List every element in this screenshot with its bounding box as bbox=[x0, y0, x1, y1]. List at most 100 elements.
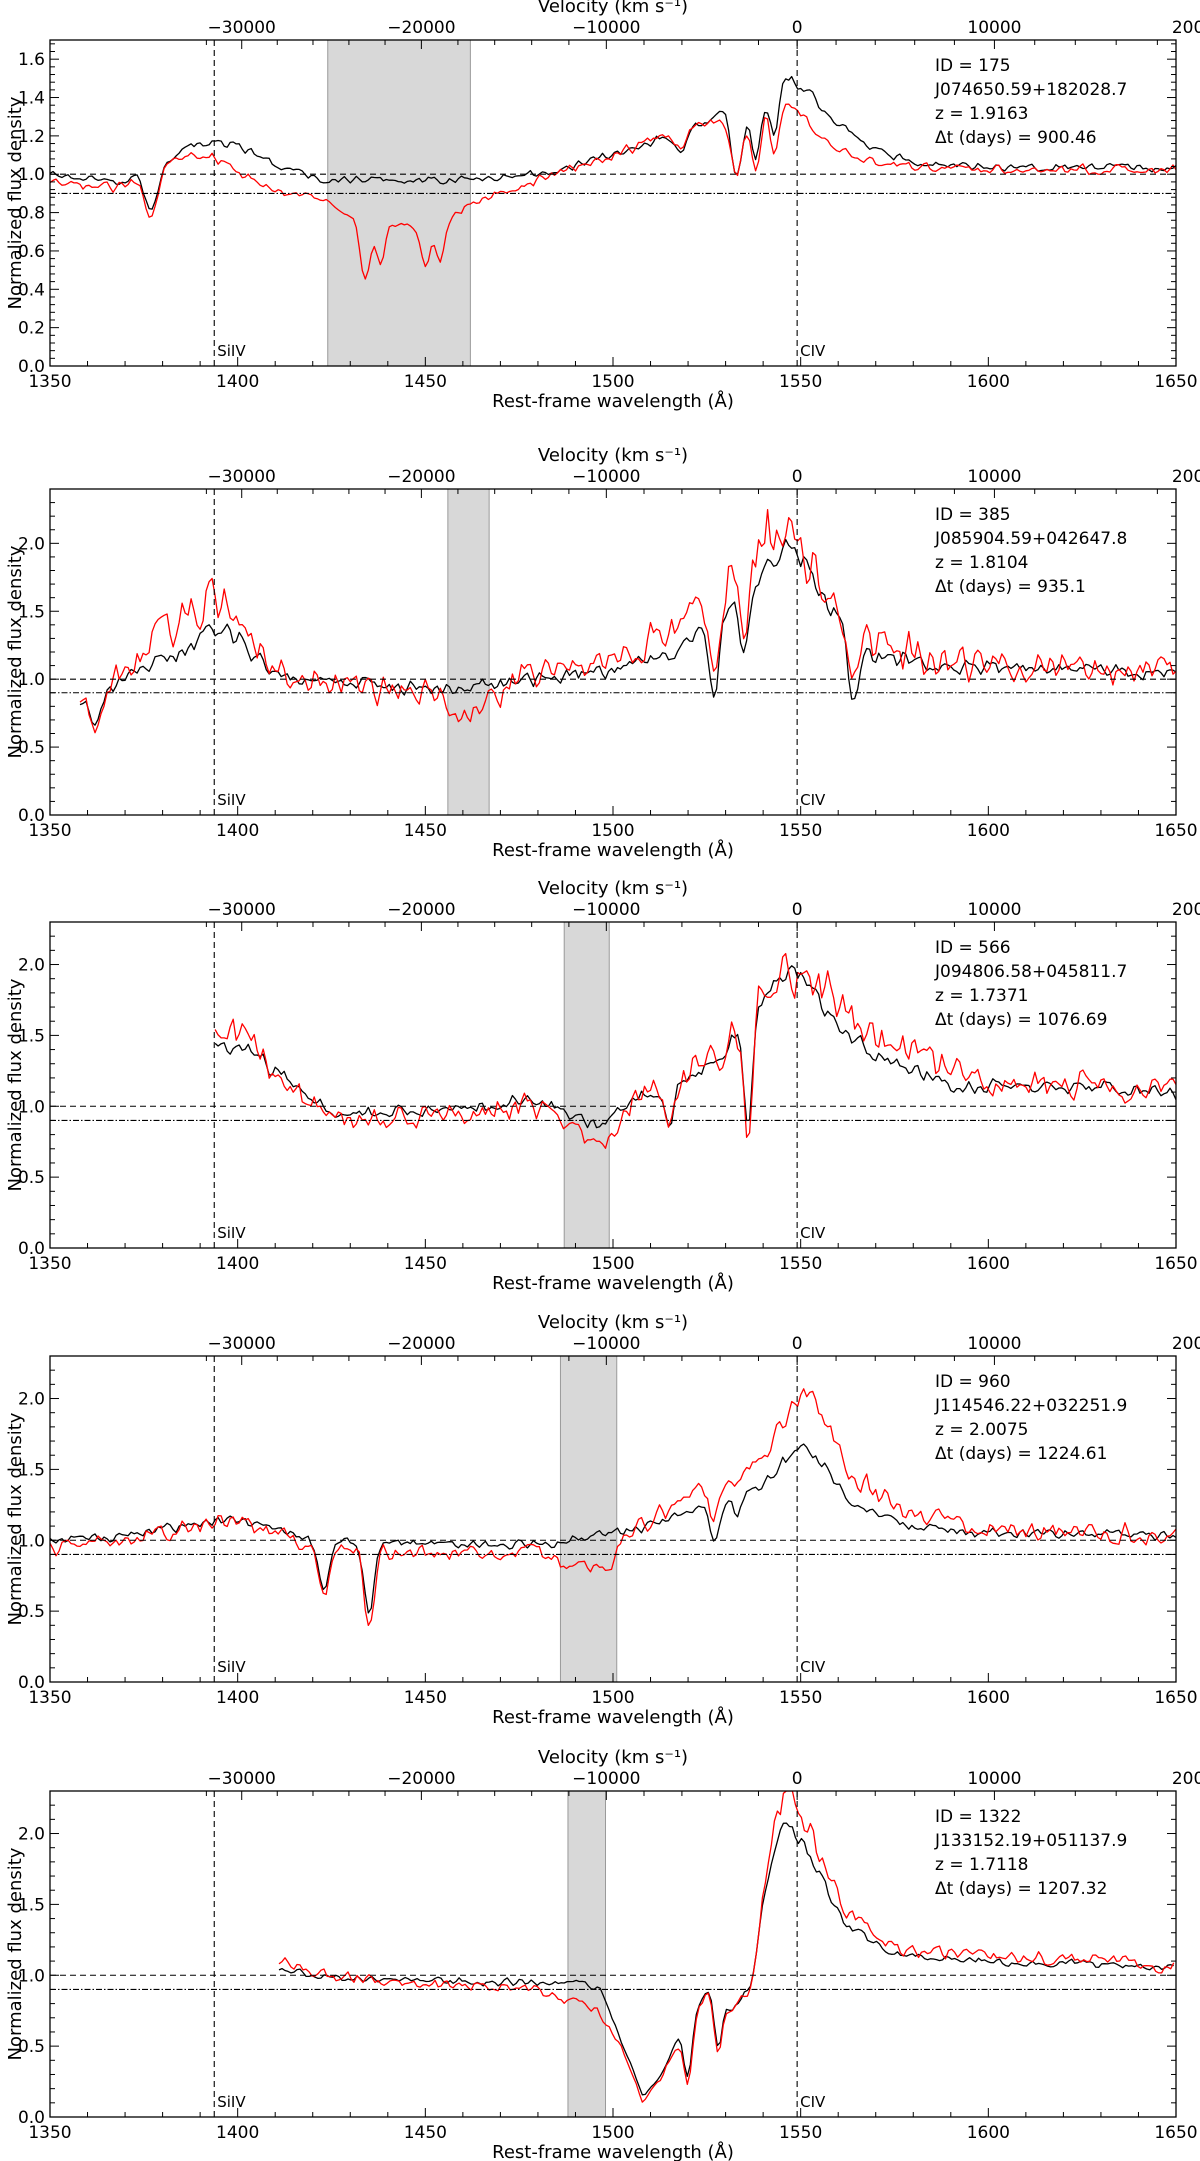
y-tick-label: 2.0 bbox=[18, 1825, 45, 1845]
line-label-civ: CIV bbox=[800, 342, 826, 360]
line-label-siiv: SiIV bbox=[217, 342, 246, 360]
spectrum-panel-1: SiIV CIV 1350 1400 1450 1500 1550 1600 1650 −3000… bbox=[5, 0, 1200, 412]
x-tick-label: 1400 bbox=[216, 1254, 259, 1274]
object-id: ID = 385 bbox=[935, 505, 1011, 525]
v-tick-label: 20000 bbox=[1172, 18, 1200, 38]
shaded-region bbox=[567, 1790, 606, 2118]
y-tick-label: 0.0 bbox=[18, 2108, 45, 2128]
y-tick-label: 1.4 bbox=[18, 89, 45, 109]
x-tick-label: 1450 bbox=[404, 821, 447, 841]
y-tick-label: 0.5 bbox=[18, 1602, 45, 1622]
y-tick-label: 0.5 bbox=[18, 738, 45, 758]
x-tick-label: 1350 bbox=[28, 2123, 71, 2143]
y-axis-title: Normalized flux density bbox=[5, 1412, 26, 1625]
x-tick-label: 1350 bbox=[28, 821, 71, 841]
spectrum-panel-2: SiIV CIV 1350 1400 1450 1500 1550 1600 1650 −3000… bbox=[5, 445, 1200, 861]
y-axis-title: Normalized flux density bbox=[5, 1847, 26, 2060]
x-tick-label: 1550 bbox=[779, 821, 822, 841]
x-tick-label: 1500 bbox=[591, 372, 634, 392]
x-tick-label: 1450 bbox=[404, 1688, 447, 1708]
x-axis-title: Rest-frame wavelength (Å) bbox=[492, 1706, 734, 1728]
redshift: z = 1.9163 bbox=[935, 104, 1028, 124]
time-baseline: Δt (days) = 1224.61 bbox=[935, 1444, 1107, 1464]
v-tick-label: 10000 bbox=[967, 900, 1021, 920]
x-tick-label: 1400 bbox=[216, 372, 259, 392]
y-tick-label: 1.5 bbox=[18, 1460, 45, 1480]
v-tick-label: 10000 bbox=[967, 1334, 1021, 1354]
line-label-civ: CIV bbox=[800, 1224, 826, 1242]
x-tick-label: 1450 bbox=[404, 2123, 447, 2143]
shaded-region bbox=[563, 921, 610, 1249]
v-tick-label: −30000 bbox=[208, 18, 276, 38]
shaded-region bbox=[559, 1355, 618, 1683]
v-tick-label: 10000 bbox=[967, 1769, 1021, 1789]
v-tick-label: −10000 bbox=[572, 467, 640, 487]
x-axis-title: Rest-frame wavelength (Å) bbox=[492, 839, 734, 861]
object-name: J094806.58+045811.7 bbox=[934, 962, 1127, 982]
v-tick-label: 20000 bbox=[1172, 900, 1200, 920]
y-tick-label: 1.5 bbox=[18, 1026, 45, 1046]
object-id: ID = 175 bbox=[935, 56, 1011, 76]
y-tick-label: 1.0 bbox=[18, 165, 45, 185]
shaded-region bbox=[327, 39, 471, 367]
x-axis-title: Rest-frame wavelength (Å) bbox=[492, 1272, 734, 1294]
x-tick-label: 1550 bbox=[779, 2123, 822, 2143]
v-tick-label: −30000 bbox=[208, 1334, 276, 1354]
shaded-region bbox=[447, 488, 490, 816]
spectrum-line-red bbox=[214, 952, 1176, 1149]
x-tick-label: 1650 bbox=[1154, 372, 1197, 392]
y-tick-label: 0.0 bbox=[18, 357, 45, 377]
redshift: z = 1.7371 bbox=[935, 986, 1028, 1006]
x-tick-label: 1400 bbox=[216, 2123, 259, 2143]
redshift: z = 1.8104 bbox=[935, 553, 1028, 573]
v-tick-label: −20000 bbox=[387, 467, 455, 487]
y-tick-label: 0.5 bbox=[18, 2037, 45, 2057]
object-name: J074650.59+182028.7 bbox=[934, 80, 1127, 100]
x-tick-label: 1400 bbox=[216, 1688, 259, 1708]
x-tick-label: 1600 bbox=[967, 2123, 1010, 2143]
v-tick-label: −10000 bbox=[572, 1334, 640, 1354]
spectrum-line-red bbox=[79, 509, 1176, 734]
y-tick-label: 0.4 bbox=[18, 280, 45, 300]
y-tick-label: 1.2 bbox=[18, 127, 45, 147]
y-tick-label: 0.0 bbox=[18, 1673, 45, 1693]
velocity-axis-title: Velocity (km s⁻¹) bbox=[538, 1747, 688, 1768]
v-tick-label: −20000 bbox=[387, 1769, 455, 1789]
x-tick-label: 1350 bbox=[28, 1254, 71, 1274]
spectra bbox=[50, 1388, 1176, 1627]
velocity-axis-title: Velocity (km s⁻¹) bbox=[538, 878, 688, 899]
x-tick-label: 1650 bbox=[1154, 2123, 1197, 2143]
spectra bbox=[50, 75, 1176, 280]
x-tick-label: 1650 bbox=[1154, 1688, 1197, 1708]
x-tick-label: 1650 bbox=[1154, 1254, 1197, 1274]
v-tick-label: 0 bbox=[792, 900, 803, 920]
v-tick-label: 20000 bbox=[1172, 467, 1200, 487]
x-axis-title: Rest-frame wavelength (Å) bbox=[492, 390, 734, 412]
object-name: J133152.19+051137.9 bbox=[934, 1831, 1127, 1851]
y-axis-title: Normalized flux density bbox=[5, 978, 26, 1191]
v-tick-label: 0 bbox=[792, 1769, 803, 1789]
x-tick-label: 1600 bbox=[967, 821, 1010, 841]
y-tick-label: 2.0 bbox=[18, 534, 45, 554]
y-tick-label: 2.0 bbox=[18, 1390, 45, 1410]
x-axis-title: Rest-frame wavelength (Å) bbox=[492, 2141, 734, 2161]
spectra bbox=[79, 509, 1176, 734]
y-tick-label: 0.0 bbox=[18, 1239, 45, 1259]
spectrum-line-red bbox=[50, 1388, 1176, 1627]
v-tick-label: 10000 bbox=[967, 18, 1021, 38]
v-tick-label: −20000 bbox=[387, 900, 455, 920]
y-tick-label: 0.5 bbox=[18, 1168, 45, 1188]
y-tick-label: 1.6 bbox=[18, 50, 45, 70]
y-tick-label: 1.0 bbox=[18, 1531, 45, 1551]
spectrum-line-black bbox=[79, 538, 1176, 726]
x-tick-label: 1550 bbox=[779, 1254, 822, 1274]
line-label-civ: CIV bbox=[800, 791, 826, 809]
y-tick-label: 1.0 bbox=[18, 1097, 45, 1117]
y-tick-label: 1.5 bbox=[18, 1895, 45, 1915]
spectrum-line-black bbox=[278, 1822, 1174, 2096]
v-tick-label: −10000 bbox=[572, 1769, 640, 1789]
spectra bbox=[278, 1791, 1175, 2103]
velocity-axis-title: Velocity (km s⁻¹) bbox=[538, 0, 688, 17]
redshift: z = 2.0075 bbox=[935, 1420, 1028, 1440]
x-tick-label: 1350 bbox=[28, 372, 71, 392]
